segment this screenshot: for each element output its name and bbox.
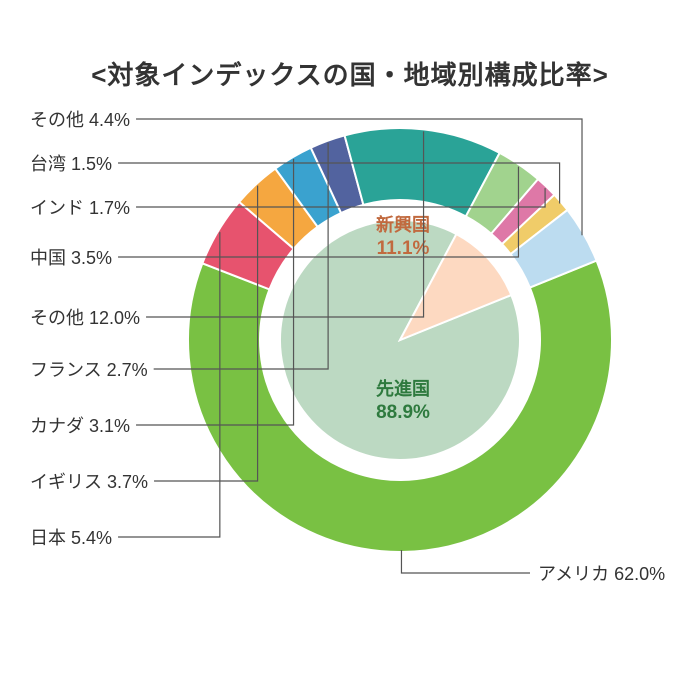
inner-label-pct: 88.9% <box>348 401 458 425</box>
slice-label-canada: カナダ 3.1% <box>30 412 130 438</box>
inner-label-pct: 11.1% <box>348 237 458 261</box>
inner-label-name: 新興国 <box>348 214 458 237</box>
slice-label-japan: 日本 5.4% <box>30 524 112 550</box>
inner-label-emerging: 新興国11.1% <box>348 214 458 260</box>
slice-label-other2: その他 4.4% <box>30 106 130 132</box>
donut-chart: 先進国88.9% 新興国11.1% <box>180 120 620 560</box>
inner-label-developed: 先進国88.9% <box>348 378 458 424</box>
slice-label-taiwan: 台湾 1.5% <box>30 150 112 176</box>
inner-label-name: 先進国 <box>348 378 458 401</box>
slice-label-china: 中国 3.5% <box>30 244 112 270</box>
slice-label-uk: イギリス 3.7% <box>30 468 148 494</box>
slice-label-other1: その他 12.0% <box>30 304 140 330</box>
slice-label-usa: アメリカ 62.0% <box>538 560 665 586</box>
slice-label-france: フランス 2.7% <box>30 356 148 382</box>
slice-label-india: インド 1.7% <box>30 194 130 220</box>
chart-title: <対象インデックスの国・地域別構成比率> <box>0 55 700 92</box>
